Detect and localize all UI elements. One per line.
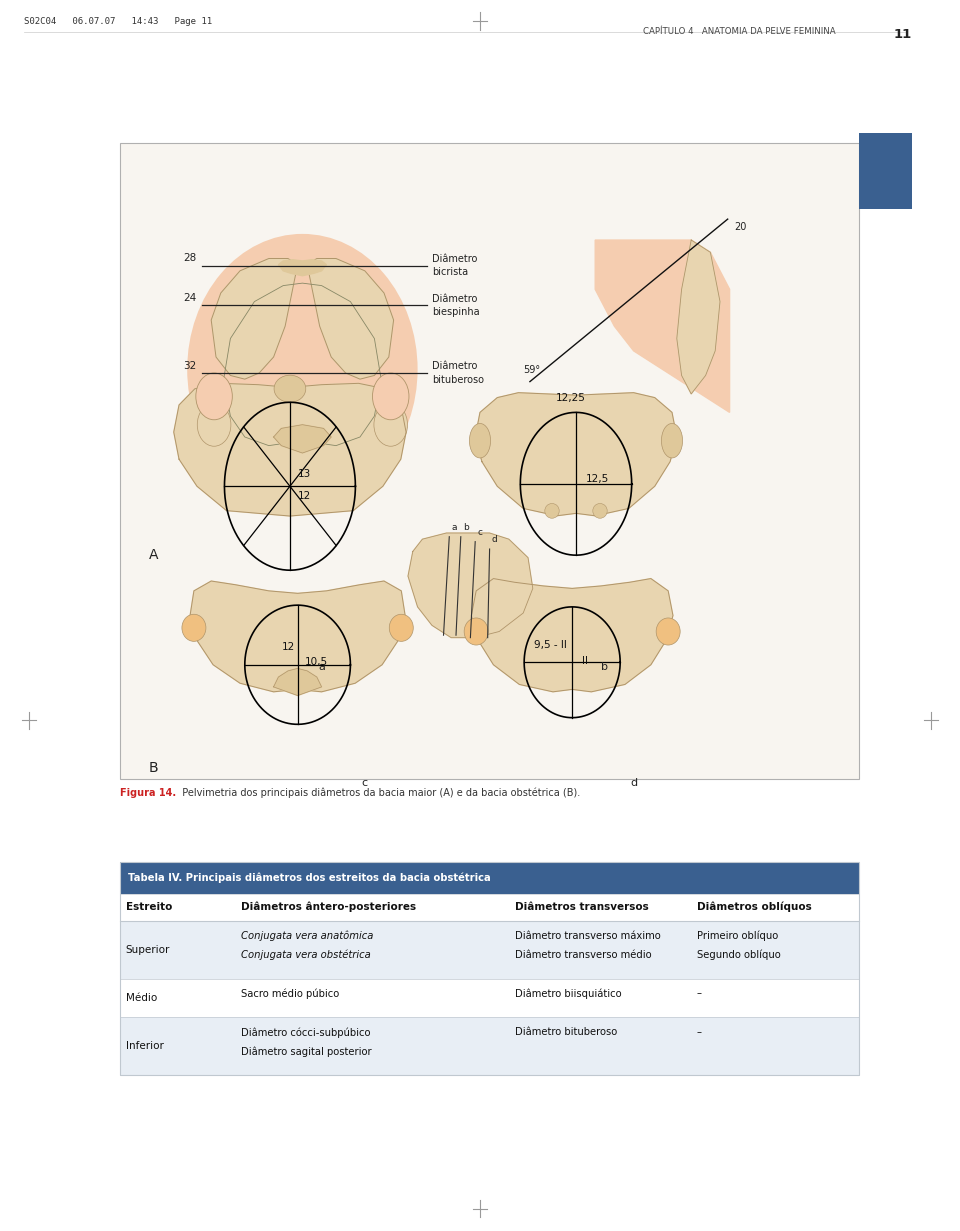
Text: –: –: [697, 1027, 702, 1038]
Text: 32: 32: [183, 361, 197, 371]
Text: d: d: [492, 535, 497, 544]
Text: a: a: [318, 662, 325, 672]
Text: Diâmetro transverso médio: Diâmetro transverso médio: [515, 950, 651, 960]
Text: B: B: [149, 761, 158, 774]
FancyBboxPatch shape: [859, 133, 912, 209]
Text: Médio: Médio: [126, 993, 157, 1003]
Ellipse shape: [661, 423, 683, 458]
Text: Diâmetro biisquiático: Diâmetro biisquiático: [515, 988, 621, 1000]
Text: 12: 12: [298, 491, 311, 501]
Text: 12,25: 12,25: [556, 393, 587, 403]
Text: Diâmetro
bituberoso: Diâmetro bituberoso: [432, 362, 484, 384]
Text: –: –: [697, 988, 702, 998]
Ellipse shape: [656, 618, 680, 645]
Polygon shape: [174, 383, 406, 516]
Polygon shape: [278, 260, 326, 276]
Polygon shape: [274, 425, 331, 453]
Text: S02C04   06.07.07   14:43   Page 11: S02C04 06.07.07 14:43 Page 11: [24, 17, 212, 26]
Text: Diâmetro cócci-subpúbico: Diâmetro cócci-subpúbico: [241, 1027, 371, 1038]
Text: d: d: [630, 778, 637, 788]
Polygon shape: [475, 393, 677, 516]
Text: CAPÍTULO 4   ANATOMIA DA PELVE FEMININA: CAPÍTULO 4 ANATOMIA DA PELVE FEMININA: [642, 27, 835, 36]
Text: II: II: [582, 656, 588, 666]
Text: Diâmetro bituberoso: Diâmetro bituberoso: [515, 1027, 617, 1038]
Ellipse shape: [544, 503, 559, 518]
Text: 9,5 - II: 9,5 - II: [535, 640, 567, 650]
Ellipse shape: [182, 614, 206, 641]
Text: Superior: Superior: [126, 944, 170, 955]
Text: Diâmetros transversos: Diâmetros transversos: [515, 902, 648, 912]
Polygon shape: [211, 259, 298, 379]
Text: 28: 28: [183, 254, 197, 263]
FancyBboxPatch shape: [120, 921, 859, 979]
Text: Diâmetro transverso máximo: Diâmetro transverso máximo: [515, 931, 660, 940]
Polygon shape: [595, 240, 730, 412]
Text: Conjugata vera anatômica: Conjugata vera anatômica: [241, 931, 373, 942]
Text: 11: 11: [894, 28, 912, 42]
Text: Figura 14.: Figura 14.: [120, 788, 176, 798]
Text: Segundo oblíquo: Segundo oblíquo: [697, 950, 780, 960]
Polygon shape: [408, 533, 533, 638]
Text: Conjugata vera obstétrica: Conjugata vera obstétrica: [241, 950, 371, 960]
FancyBboxPatch shape: [120, 143, 859, 779]
Text: Diâmetro sagital posterior: Diâmetro sagital posterior: [241, 1046, 372, 1057]
Polygon shape: [274, 668, 322, 696]
Text: Diâmetro
bicrista: Diâmetro bicrista: [432, 255, 477, 277]
Ellipse shape: [374, 404, 408, 447]
Ellipse shape: [275, 375, 305, 403]
Text: Pelvimetria dos principais diâmetros da bacia maior (A) e da bacia obstétrica (B: Pelvimetria dos principais diâmetros da …: [176, 788, 580, 799]
Ellipse shape: [469, 423, 491, 458]
Polygon shape: [307, 259, 394, 379]
Ellipse shape: [198, 404, 231, 447]
Text: A: A: [149, 548, 158, 561]
Text: Inferior: Inferior: [126, 1041, 163, 1051]
Text: Diâmetro
biespinha: Diâmetro biespinha: [432, 294, 480, 316]
Ellipse shape: [372, 373, 409, 420]
Text: Diâmetros oblíquos: Diâmetros oblíquos: [697, 902, 812, 912]
Text: b: b: [463, 523, 468, 532]
Text: a: a: [451, 523, 457, 532]
Text: 13: 13: [298, 469, 311, 479]
Text: c: c: [477, 528, 482, 537]
FancyBboxPatch shape: [120, 862, 859, 894]
Ellipse shape: [390, 614, 413, 641]
Text: 12: 12: [281, 643, 295, 652]
Text: c: c: [362, 778, 368, 788]
Ellipse shape: [196, 373, 232, 420]
Polygon shape: [677, 240, 720, 394]
Polygon shape: [471, 579, 673, 692]
Text: Primeiro oblíquo: Primeiro oblíquo: [697, 931, 779, 942]
Text: Diâmetros ântero-posteriores: Diâmetros ântero-posteriores: [241, 902, 416, 912]
Text: Estreito: Estreito: [126, 902, 172, 912]
FancyBboxPatch shape: [120, 979, 859, 1017]
Ellipse shape: [187, 234, 418, 505]
Text: Tabela IV. Principais diâmetros dos estreitos da bacia obstétrica: Tabela IV. Principais diâmetros dos estr…: [128, 873, 491, 883]
Text: b: b: [601, 662, 609, 672]
Text: 20: 20: [734, 222, 747, 231]
FancyBboxPatch shape: [120, 894, 859, 921]
Ellipse shape: [592, 503, 608, 518]
Text: 59°: 59°: [523, 366, 540, 375]
Polygon shape: [190, 581, 405, 692]
Ellipse shape: [465, 618, 488, 645]
Text: 12,5: 12,5: [586, 474, 609, 484]
Text: 24: 24: [183, 293, 197, 303]
Text: Sacro médio púbico: Sacro médio púbico: [241, 988, 339, 1000]
Text: 10,5: 10,5: [305, 657, 328, 667]
FancyBboxPatch shape: [120, 1017, 859, 1076]
